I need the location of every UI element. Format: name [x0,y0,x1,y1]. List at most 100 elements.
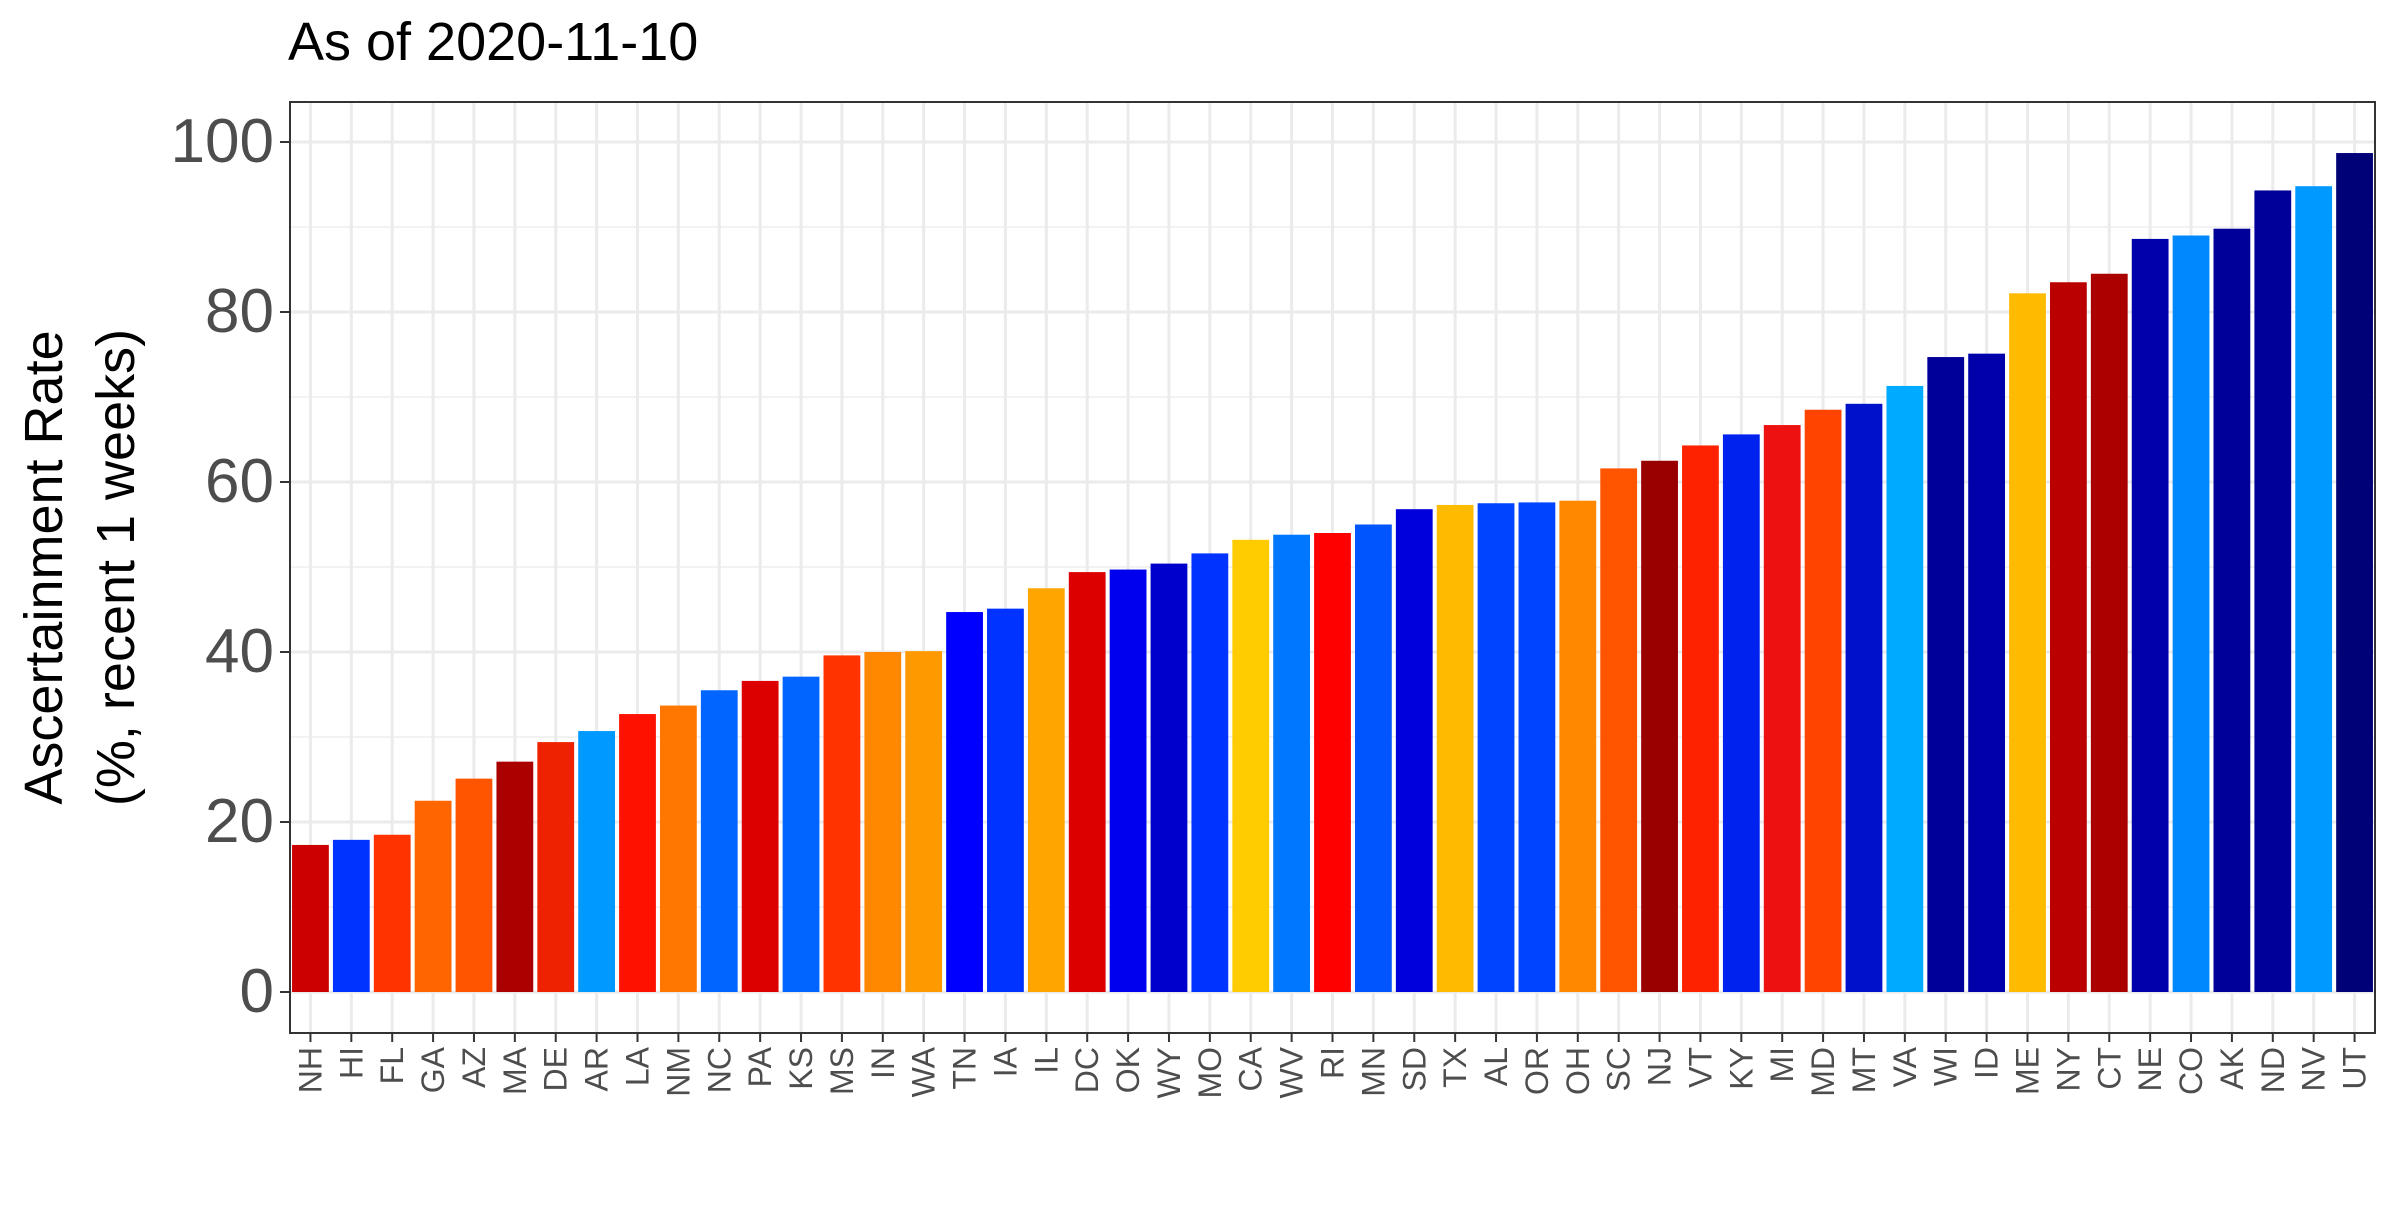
x-tick-label: SD [1396,1047,1432,1091]
bar-ct [2090,273,2128,992]
bar-al [1477,503,1515,992]
bar-pa [741,680,779,992]
x-tick-label: IN [865,1047,901,1079]
bar-fl [373,834,411,992]
bar-dc [1068,572,1106,992]
x-tick-label: NM [660,1047,696,1097]
bar-id [1968,353,2006,992]
x-tick-label: NY [2050,1047,2086,1091]
x-tick-label: MD [1805,1047,1841,1097]
x-tick-label: NH [292,1047,328,1093]
x-tick-label: FL [374,1047,410,1084]
x-tick-label: NV [2296,1046,2332,1091]
bar-ia [987,608,1024,992]
bar-sc [1600,468,1638,992]
x-tick-label: VT [1682,1047,1718,1088]
bar-ky [1722,434,1760,992]
x-axis-ticks: NH HI FL GA AZ MA DE AR LA NM NC PA KS MS IN WA TN IA IL DC… [292,1033,2373,1099]
x-tick-label: IL [1028,1047,1064,1074]
x-tick-label: HI [333,1047,369,1079]
x-tick-label: NJ [1642,1047,1678,1086]
x-tick-label: DC [1069,1047,1105,1093]
x-tick-label: NC [701,1047,737,1093]
y-tick-label: 80 [205,277,274,346]
x-tick-label: NE [2132,1047,2168,1091]
x-tick-label: MO [1192,1047,1228,1099]
y-axis-label-line-1: Ascertainment Rate [14,330,74,804]
x-tick-label: OH [1560,1047,1596,1095]
bar-mt [1845,403,1883,992]
bar-vt [1682,445,1719,992]
bar-ne [2131,238,2169,992]
y-tick-label: 100 [171,107,274,176]
bar-ak [2213,228,2251,992]
bar-wi [1927,357,1965,992]
bar-ut [2336,153,2373,993]
bar-wa [905,651,943,992]
x-tick-label: CT [2091,1047,2127,1090]
bar-nh [292,844,329,992]
x-tick-label: IA [987,1046,1023,1077]
x-tick-label: AR [579,1047,615,1091]
bar-wv [1273,534,1311,992]
x-tick-label: TN [947,1047,983,1090]
bar-nj [1641,460,1678,992]
x-tick-label: WA [906,1046,942,1097]
bar-me [2009,293,2046,992]
y-tick-label: 0 [240,957,274,1026]
bar-ma [496,761,534,992]
x-tick-label: SC [1601,1047,1637,1091]
bar-hi [332,839,370,992]
bar-tx [1436,504,1474,992]
y-axis-label-line-2: (%, recent 1 weeks) [86,329,146,806]
bar-ks [782,676,820,992]
x-tick-label: UT [2337,1047,2373,1090]
bar-az [455,778,493,992]
bar-sd [1395,509,1433,992]
plot-panel-border [289,101,2376,1034]
bar-ms [823,655,861,992]
bar-tn [946,612,983,992]
bar-co [2172,235,2210,992]
x-tick-label: CA [1233,1046,1269,1091]
bar-va [1886,385,1924,992]
bar-ar [578,731,616,992]
x-tick-label: AL [1478,1047,1514,1086]
bar-nm [659,705,697,992]
x-tick-label: MN [1355,1047,1391,1097]
bar-nc [700,690,738,992]
x-tick-label: RI [1315,1047,1351,1079]
bars [292,153,2373,993]
x-tick-label: MT [1846,1047,1882,1093]
bar-in [864,652,902,992]
y-tick-label: 60 [205,447,274,516]
bar-md [1804,409,1842,992]
x-tick-label: GA [415,1046,451,1093]
x-tick-label: WY [1151,1047,1187,1099]
x-tick-label: AK [2214,1047,2250,1090]
y-axis-label: Ascertainment Rate (%, recent 1 weeks) [14,329,146,806]
x-tick-label: OR [1519,1047,1555,1095]
x-tick-label: ID [1969,1047,2005,1079]
bar-ca [1232,539,1270,992]
x-tick-label: WV [1274,1046,1310,1098]
x-tick-label: MI [1764,1047,1800,1083]
bar-ny [2049,282,2087,992]
x-tick-label: KS [783,1047,819,1090]
x-tick-label: OK [1110,1047,1146,1093]
y-tick-label: 20 [205,787,274,856]
x-tick-label: AZ [456,1047,492,1088]
chart-title: As of 2020-11-10 [288,12,698,72]
x-tick-label: ME [2010,1047,2046,1095]
x-tick-label: WI [1928,1047,1964,1086]
bar-ok [1109,569,1147,992]
bar-mn [1354,524,1392,992]
x-tick-label: ND [2255,1047,2291,1093]
bar-nv [2295,186,2333,992]
x-tick-label: LA [620,1046,656,1086]
bar-mi [1763,425,1801,992]
bar-mo [1191,553,1229,992]
bar-il [1027,588,1065,992]
